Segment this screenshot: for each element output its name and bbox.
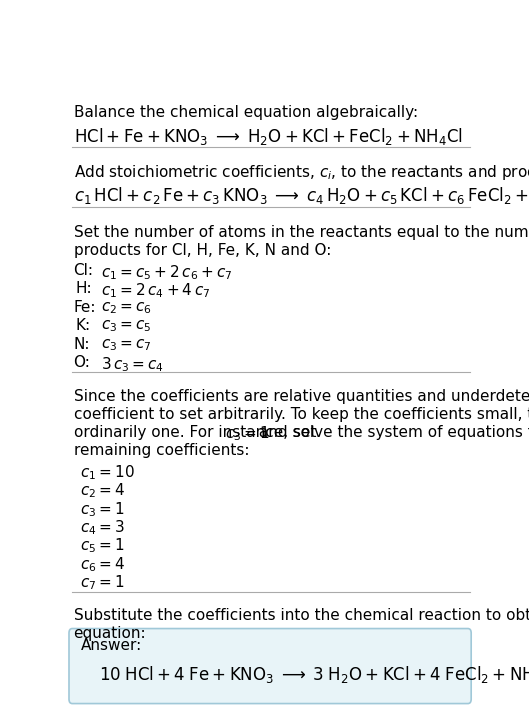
Text: O:: O: bbox=[74, 356, 90, 370]
Text: coefficient to set arbitrarily. To keep the coefficients small, the arbitrary va: coefficient to set arbitrarily. To keep … bbox=[74, 407, 529, 422]
Text: Substitute the coefficients into the chemical reaction to obtain the balanced: Substitute the coefficients into the che… bbox=[74, 608, 529, 624]
Text: Answer:: Answer: bbox=[80, 638, 142, 653]
Text: remaining coefficients:: remaining coefficients: bbox=[74, 443, 249, 458]
Text: $3\,c_3 = c_4$: $3\,c_3 = c_4$ bbox=[101, 356, 164, 374]
Text: ordinarily one. For instance, set: ordinarily one. For instance, set bbox=[74, 425, 321, 440]
Text: $c_3 = 1$: $c_3 = 1$ bbox=[225, 425, 270, 443]
Text: equation:: equation: bbox=[74, 627, 146, 641]
Text: and solve the system of equations for the: and solve the system of equations for th… bbox=[254, 425, 529, 440]
Text: $\mathrm{HCl + Fe + KNO_3 \;\longrightarrow\; H_2O + KCl + FeCl_2 + NH_4Cl}$: $\mathrm{HCl + Fe + KNO_3 \;\longrightar… bbox=[74, 126, 462, 148]
Text: H:: H: bbox=[76, 281, 92, 297]
Text: Since the coefficients are relative quantities and underdetermined, choose a: Since the coefficients are relative quan… bbox=[74, 389, 529, 404]
Text: $c_2 = 4$: $c_2 = 4$ bbox=[80, 481, 125, 500]
Text: $c_1 = 10$: $c_1 = 10$ bbox=[80, 463, 134, 481]
Text: $c_7 = 1$: $c_7 = 1$ bbox=[80, 574, 124, 593]
Text: $\mathrm{10\;HCl + 4\;Fe + KNO_3 \;\longrightarrow\;3\;H_2O + KCl + 4\;FeCl_2 + : $\mathrm{10\;HCl + 4\;Fe + KNO_3 \;\long… bbox=[99, 664, 529, 685]
Text: K:: K: bbox=[76, 318, 91, 334]
Text: Cl:: Cl: bbox=[74, 263, 94, 278]
Text: $c_6 = 4$: $c_6 = 4$ bbox=[80, 555, 125, 574]
Text: products for Cl, H, Fe, K, N and O:: products for Cl, H, Fe, K, N and O: bbox=[74, 243, 331, 258]
Text: N:: N: bbox=[74, 337, 90, 352]
Text: Fe:: Fe: bbox=[74, 300, 96, 315]
Text: $c_5 = 1$: $c_5 = 1$ bbox=[80, 537, 124, 555]
FancyBboxPatch shape bbox=[69, 629, 471, 704]
Text: $c_3 = 1$: $c_3 = 1$ bbox=[80, 499, 124, 518]
Text: $c_3 = c_5$: $c_3 = c_5$ bbox=[101, 318, 151, 334]
Text: $c_1 = 2\,c_4 + 4\,c_7$: $c_1 = 2\,c_4 + 4\,c_7$ bbox=[101, 281, 211, 300]
Text: $c_2 = c_6$: $c_2 = c_6$ bbox=[101, 300, 152, 316]
Text: $c_1 = c_5 + 2\,c_6 + c_7$: $c_1 = c_5 + 2\,c_6 + c_7$ bbox=[101, 263, 232, 282]
Text: $c_3 = c_7$: $c_3 = c_7$ bbox=[101, 337, 152, 353]
Text: $c_1\,\mathrm{HCl} + c_2\,\mathrm{Fe} + c_3\,\mathrm{KNO_3}\;\longrightarrow\; c: $c_1\,\mathrm{HCl} + c_2\,\mathrm{Fe} + … bbox=[74, 185, 529, 206]
Text: Balance the chemical equation algebraically:: Balance the chemical equation algebraica… bbox=[74, 105, 417, 120]
Text: Add stoichiometric coefficients, $c_i$, to the reactants and products:: Add stoichiometric coefficients, $c_i$, … bbox=[74, 164, 529, 182]
Text: $c_4 = 3$: $c_4 = 3$ bbox=[80, 518, 124, 537]
Text: Set the number of atoms in the reactants equal to the number of atoms in the: Set the number of atoms in the reactants… bbox=[74, 225, 529, 240]
